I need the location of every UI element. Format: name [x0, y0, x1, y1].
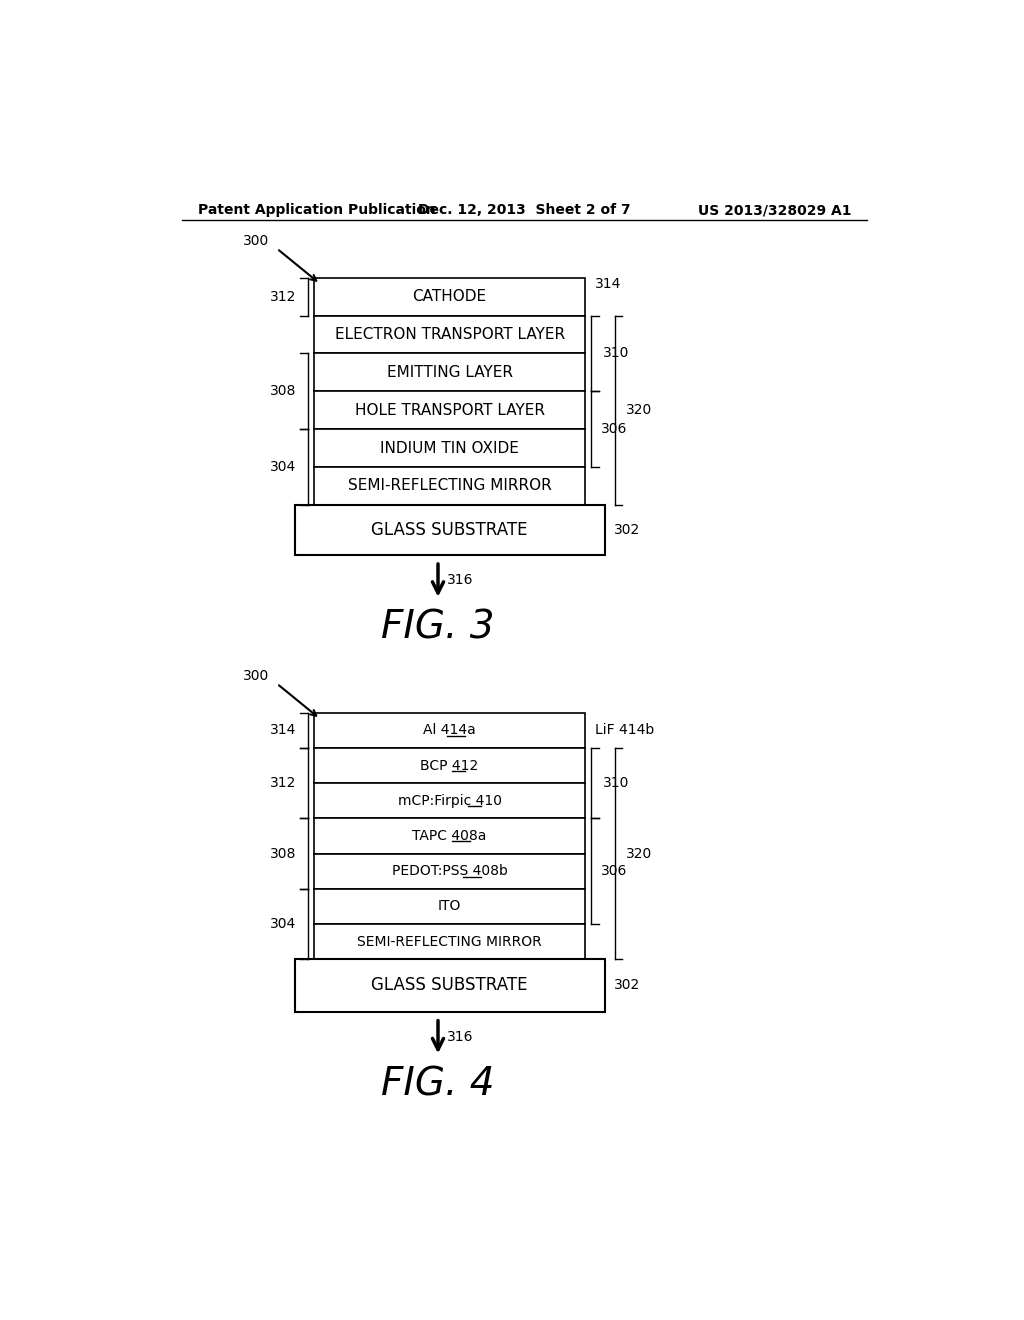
Text: 302: 302	[614, 523, 640, 537]
Bar	[314, 783, 586, 818]
Text: ITO: ITO	[438, 899, 462, 913]
Bar	[295, 960, 604, 1011]
Text: 316: 316	[447, 573, 474, 587]
Text: mCP:Firpic 410: mCP:Firpic 410	[397, 793, 502, 808]
Text: US 2013/328029 A1: US 2013/328029 A1	[698, 203, 852, 216]
Text: 300: 300	[243, 669, 269, 682]
Bar	[314, 854, 586, 888]
Text: BCP 412: BCP 412	[421, 759, 479, 772]
Bar	[314, 277, 586, 315]
Bar	[314, 748, 586, 783]
Text: Patent Application Publication: Patent Application Publication	[198, 203, 435, 216]
Text: Al 414a: Al 414a	[423, 723, 476, 738]
Text: 316: 316	[447, 1030, 474, 1044]
Text: 304: 304	[270, 461, 296, 474]
Text: PEDOT:PSS 408b: PEDOT:PSS 408b	[392, 865, 508, 878]
Text: INDIUM TIN OXIDE: INDIUM TIN OXIDE	[380, 441, 519, 455]
Text: 314: 314	[269, 723, 296, 738]
Bar	[314, 888, 586, 924]
Bar	[295, 506, 604, 554]
Bar	[314, 429, 586, 467]
Text: 312: 312	[269, 289, 296, 304]
Text: EMITTING LAYER: EMITTING LAYER	[387, 364, 513, 380]
Text: 308: 308	[269, 384, 296, 399]
Bar	[314, 315, 586, 354]
Text: SEMI-REFLECTING MIRROR: SEMI-REFLECTING MIRROR	[357, 935, 542, 949]
Text: SEMI-REFLECTING MIRROR: SEMI-REFLECTING MIRROR	[348, 478, 552, 494]
Bar	[314, 818, 586, 854]
Text: 304: 304	[270, 917, 296, 931]
Text: GLASS SUBSTRATE: GLASS SUBSTRATE	[372, 521, 528, 539]
Text: Dec. 12, 2013  Sheet 2 of 7: Dec. 12, 2013 Sheet 2 of 7	[419, 203, 631, 216]
Text: 300: 300	[243, 234, 269, 248]
Text: HOLE TRANSPORT LAYER: HOLE TRANSPORT LAYER	[354, 403, 545, 417]
Text: 310: 310	[603, 346, 630, 360]
Text: 312: 312	[269, 776, 296, 791]
Text: 310: 310	[603, 776, 630, 791]
Text: 306: 306	[601, 865, 627, 878]
Text: GLASS SUBSTRATE: GLASS SUBSTRATE	[372, 977, 528, 994]
Text: 314: 314	[595, 277, 621, 290]
Text: 306: 306	[601, 422, 627, 436]
Bar	[314, 354, 586, 391]
Text: ELECTRON TRANSPORT LAYER: ELECTRON TRANSPORT LAYER	[335, 327, 564, 342]
Bar	[314, 467, 586, 506]
Text: 320: 320	[627, 846, 652, 861]
Bar	[314, 924, 586, 960]
Text: 308: 308	[269, 846, 296, 861]
Text: 320: 320	[627, 403, 652, 417]
Text: CATHODE: CATHODE	[413, 289, 486, 304]
Bar	[314, 391, 586, 429]
Text: 302: 302	[614, 978, 640, 993]
Text: FIG. 4: FIG. 4	[381, 1065, 495, 1104]
Text: FIG. 3: FIG. 3	[381, 609, 495, 647]
Text: LiF 414b: LiF 414b	[595, 723, 653, 738]
Text: TAPC 408a: TAPC 408a	[413, 829, 486, 843]
Bar	[314, 713, 586, 748]
